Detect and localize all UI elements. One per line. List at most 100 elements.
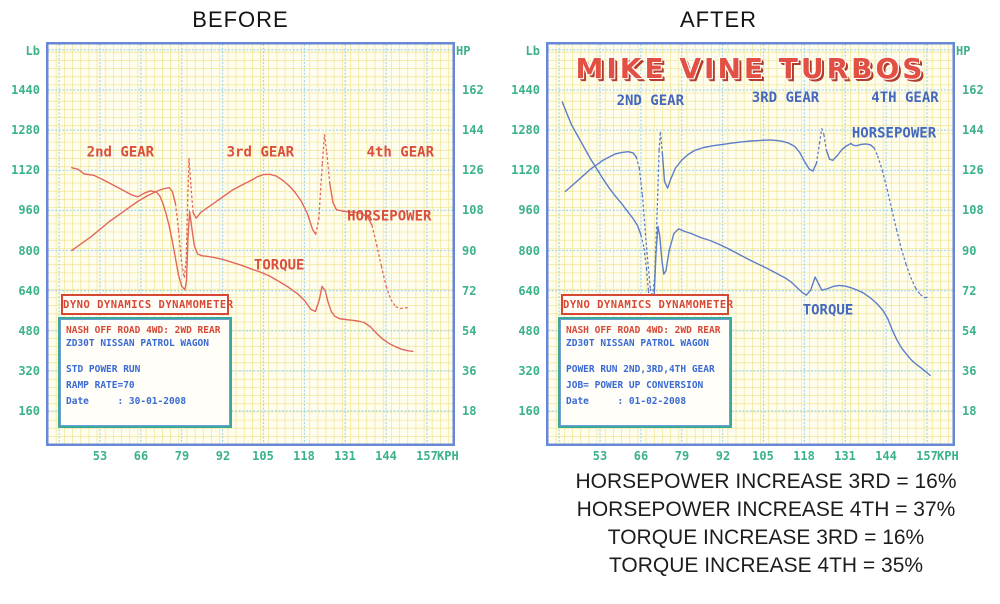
- y-right-tick-label: 144: [962, 123, 984, 137]
- after-plot-svg: 2ND GEAR 3RD GEAR 4TH GEAR HORSEPOWER TORQUE: [546, 42, 955, 446]
- x-tick-label: 66: [633, 449, 649, 463]
- annotation-torque: TORQUE: [254, 257, 305, 273]
- y-left-tick-label: 1280: [11, 123, 40, 137]
- after-info-box: DYNO DYNAMICS DYNAMOMETER NASH OFF ROAD …: [558, 294, 733, 428]
- y-left-axis-unit: Lb: [25, 44, 40, 58]
- x-tick-label: 118: [293, 449, 315, 463]
- result-line: TORQUE INCREASE 4TH = 35%: [608, 554, 924, 577]
- x-axis-unit: KPH: [437, 449, 459, 463]
- y-right-tick-label: 90: [962, 244, 977, 258]
- run-line: POWER RUN 2ND,3RD,4TH GEAR: [566, 364, 715, 375]
- y-right-tick-label: 36: [462, 364, 477, 378]
- y-right-tick-label: 36: [962, 364, 977, 378]
- before-title: BEFORE: [192, 7, 289, 32]
- y-right-axis-unit: HP: [456, 44, 471, 58]
- annotation-torque: TORQUE: [803, 303, 854, 319]
- x-tick-label: 66: [133, 449, 149, 463]
- y-right-tick-label: 54: [962, 324, 977, 338]
- vehicle-line: ZD30T NISSAN PATROL WAGON: [66, 338, 209, 349]
- x-tick-label: 131: [334, 449, 356, 463]
- y-left-tick-label: 160: [18, 404, 40, 418]
- run-line: STD POWER RUN: [66, 364, 141, 375]
- y-left-tick-label: 800: [18, 244, 40, 258]
- y-right-tick-label: 108: [962, 203, 984, 217]
- x-tick-label: 105: [252, 449, 274, 463]
- dyno-header-label: DYNO DYNAMICS DYNAMOMETER: [61, 294, 233, 315]
- x-tick-label: 157: [916, 449, 938, 463]
- major-grid: [48, 44, 453, 444]
- x-tick-label: 144: [875, 449, 897, 463]
- y-left-tick-label: 160: [518, 404, 540, 418]
- y-right-axis-unit: HP: [956, 44, 971, 58]
- y-left-tick-label: 640: [518, 284, 540, 298]
- chart-border: [46, 42, 455, 446]
- vehicle-line: NASH OFF ROAD 4WD: 2WD REAR: [566, 325, 721, 336]
- y-right-tick-label: 108: [462, 203, 484, 217]
- annotation-3rd-gear: 3RD GEAR: [752, 90, 820, 106]
- y-right-tick-label: 144: [462, 123, 484, 137]
- major-grid: [548, 44, 953, 444]
- annotation-4th-gear: 4TH GEAR: [871, 90, 939, 106]
- after-chart: MIKE VINE TURBOS 2ND GEAR 3RD GEAR 4TH GEA…: [546, 42, 955, 446]
- run-line: Date : 01-02-2008: [566, 396, 687, 407]
- before-horsepower-curve-dashed: [174, 134, 410, 310]
- y-left-tick-label: 320: [18, 364, 40, 378]
- x-tick-label: 144: [375, 449, 397, 463]
- after-torque-curve-dashed: [640, 234, 655, 313]
- y-left-tick-label: 1440: [11, 83, 40, 97]
- vehicle-line: ZD30T NISSAN PATROL WAGON: [566, 338, 709, 349]
- after-title: AFTER: [679, 7, 758, 32]
- before-torque-curve: [71, 167, 414, 352]
- y-right-tick-label: 162: [462, 83, 484, 97]
- run-line: JOB= POWER UP CONVERSION: [566, 380, 704, 391]
- before-info-box: DYNO DYNAMICS DYNAMOMETER NASH OFF ROAD …: [58, 294, 233, 428]
- x-tick-label: 53: [92, 449, 108, 463]
- before-horsepower-curve: [71, 173, 373, 252]
- y-right-tick-label: 126: [462, 163, 484, 177]
- x-tick-label: 118: [793, 449, 815, 463]
- y-right-tick-label: 18: [462, 404, 477, 418]
- y-right-tick-label: 72: [462, 284, 477, 298]
- y-left-tick-label: 960: [518, 203, 540, 217]
- y-left-tick-label: 1440: [511, 83, 540, 97]
- y-left-tick-label: 960: [18, 203, 40, 217]
- mike-vine-turbos-logo: MIKE VINE TURBOS: [575, 52, 926, 85]
- dyno-header-label: DYNO DYNAMICS DYNAMOMETER: [561, 294, 733, 315]
- y-left-tick-label: 640: [18, 284, 40, 298]
- annotation-4th-gear: 4th GEAR: [367, 144, 435, 160]
- after-info-body: NASH OFF ROAD 4WD: 2WD REAR ZD30T NISSAN…: [558, 317, 732, 428]
- y-left-axis-unit: Lb: [525, 44, 540, 58]
- y-left-tick-label: 480: [18, 324, 40, 338]
- y-left-tick-label: 800: [518, 244, 540, 258]
- y-right-tick-label: 54: [462, 324, 477, 338]
- x-tick-label: 157: [416, 449, 438, 463]
- run-line: Date : 30-01-2008: [66, 396, 187, 407]
- before-info-body: NASH OFF ROAD 4WD: 2WD REAR ZD30T NISSAN…: [58, 317, 232, 428]
- after-panel: AFTER MIKE VINE TURBOS 2ND GEAR 3RD GEAR 4…: [500, 0, 1000, 604]
- x-tick-label: 79: [674, 449, 690, 463]
- x-axis-unit: KPH: [937, 449, 959, 463]
- results-summary: HORSEPOWER INCREASE 3RD = 16% HORSEPOWER…: [532, 468, 1000, 580]
- x-tick-label: 105: [752, 449, 774, 463]
- before-panel: BEFORE 2nd GEAR 3rd GEAR 4th GEAR HORSEPOWE…: [11, 7, 484, 463]
- y-right-tick-label: 162: [962, 83, 984, 97]
- vehicle-line: NASH OFF ROAD 4WD: 2WD REAR: [66, 325, 221, 336]
- y-right-tick-label: 126: [962, 163, 984, 177]
- annotation-2nd-gear: 2nd GEAR: [87, 144, 155, 160]
- y-left-tick-label: 480: [518, 324, 540, 338]
- x-tick-label: 92: [715, 449, 731, 463]
- spacer: [66, 350, 226, 362]
- y-right-tick-label: 90: [462, 244, 477, 258]
- before-chart: 2nd GEAR 3rd GEAR 4th GEAR HORSEPOWER TORQUE…: [46, 42, 455, 446]
- y-left-tick-label: 1280: [511, 123, 540, 137]
- after-horsepower-curve: [564, 139, 875, 193]
- x-tick-label: 53: [592, 449, 608, 463]
- annotation-3rd-gear: 3rd GEAR: [227, 144, 295, 160]
- y-left-tick-label: 320: [518, 364, 540, 378]
- y-right-tick-label: 18: [962, 404, 977, 418]
- run-line: RAMP RATE=70: [66, 380, 135, 391]
- x-tick-label: 131: [834, 449, 856, 463]
- y-right-tick-label: 72: [962, 284, 977, 298]
- result-line: TORQUE INCREASE 3RD = 16%: [607, 526, 925, 549]
